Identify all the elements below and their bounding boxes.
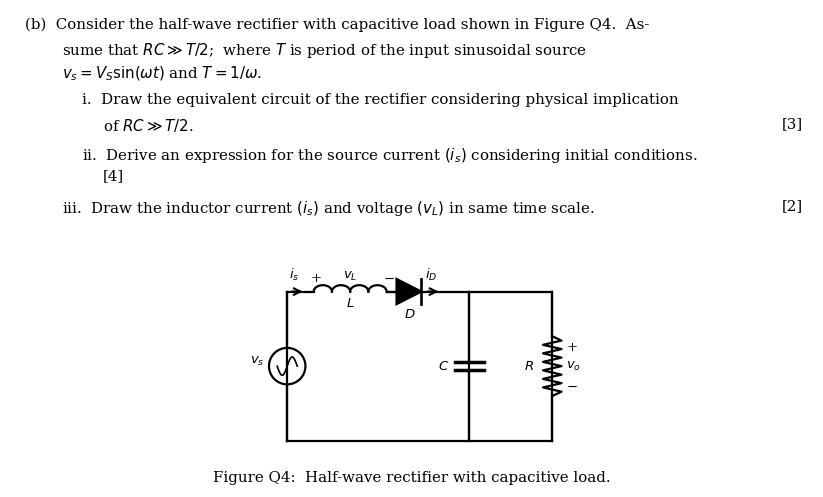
Text: of $RC \gg T/2$.: of $RC \gg T/2$. [103, 117, 193, 134]
Text: [4]: [4] [103, 169, 124, 183]
Text: $i_D$: $i_D$ [425, 267, 437, 283]
Text: $C$: $C$ [439, 360, 449, 373]
Text: iii.  Draw the inductor current $(i_s)$ and voltage $(v_L)$ in same time scale.: iii. Draw the inductor current $(i_s)$ a… [62, 199, 594, 218]
Text: (b)  Consider the half-wave rectifier with capacitive load shown in Figure Q4.  : (b) Consider the half-wave rectifier wit… [25, 17, 649, 32]
Text: ii.  Derive an expression for the source current $(i_s)$ considering initial con: ii. Derive an expression for the source … [82, 146, 698, 165]
Text: $v_o$: $v_o$ [566, 359, 581, 373]
Text: i.  Draw the equivalent circuit of the rectifier considering physical implicatio: i. Draw the equivalent circuit of the re… [82, 93, 679, 107]
Text: $i_s$: $i_s$ [289, 267, 299, 283]
Text: $-$: $-$ [566, 380, 578, 393]
Text: $L$: $L$ [346, 297, 355, 310]
Text: $D$: $D$ [404, 308, 416, 321]
Text: $v_s = V_S\sin(\omega t)$ and $T = 1/\omega$.: $v_s = V_S\sin(\omega t)$ and $T = 1/\om… [62, 64, 262, 83]
Text: sume that $RC \gg T/2$;  where $T$ is period of the input sinusoidal source: sume that $RC \gg T/2$; where $T$ is per… [62, 41, 587, 60]
Text: $-$: $-$ [384, 272, 395, 285]
Text: [2]: [2] [781, 199, 802, 213]
Text: +: + [310, 272, 322, 285]
Text: $R$: $R$ [524, 360, 534, 373]
Text: $v_s$: $v_s$ [249, 354, 264, 368]
Text: [3]: [3] [781, 117, 802, 131]
Text: $v_L$: $v_L$ [343, 270, 357, 283]
Text: Figure Q4:  Half-wave rectifier with capacitive load.: Figure Q4: Half-wave rectifier with capa… [212, 471, 611, 485]
Text: +: + [566, 341, 577, 354]
Polygon shape [397, 279, 421, 304]
